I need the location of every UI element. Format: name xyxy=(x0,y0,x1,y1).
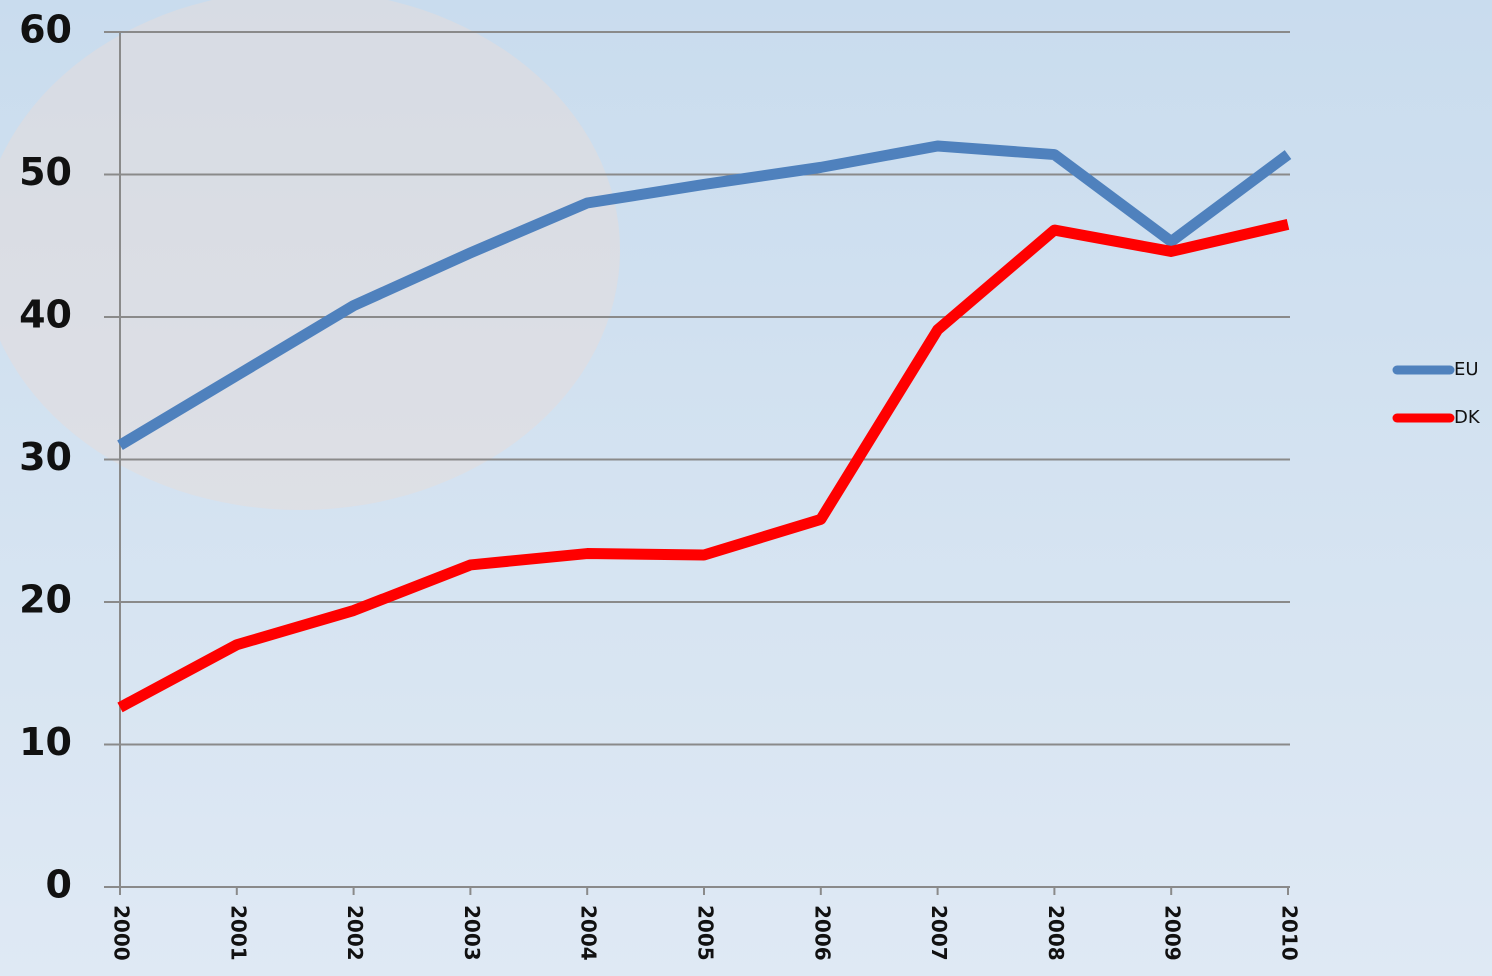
x-tick-label: 2000 xyxy=(110,905,134,961)
x-tick-label: 2008 xyxy=(1044,905,1068,961)
y-tick-label: 20 xyxy=(19,578,72,622)
y-tick-label: 60 xyxy=(19,8,72,52)
legend-label: DK xyxy=(1454,407,1481,428)
chart: 0 10 20 30 40 50 60 2000 2001 2002 2003 2004 2005 200… xyxy=(0,0,1492,976)
x-tick-label: 2006 xyxy=(810,905,834,961)
x-tick-label: 2007 xyxy=(927,905,951,961)
x-tick-label: 2002 xyxy=(343,905,367,961)
x-tick-label: 2001 xyxy=(226,905,250,961)
y-tick-label: 0 xyxy=(46,863,72,907)
x-tick-label: 2005 xyxy=(694,905,718,961)
x-tick-label: 2009 xyxy=(1161,905,1185,961)
x-tick-label: 2003 xyxy=(460,905,484,961)
x-tick-label: 2004 xyxy=(577,905,601,961)
x-tick-label: 2010 xyxy=(1278,905,1302,961)
y-tick-label: 50 xyxy=(19,150,72,194)
y-tick-label: 40 xyxy=(19,293,72,337)
y-tick-label: 30 xyxy=(19,435,72,479)
y-tick-label: 10 xyxy=(19,720,72,764)
legend-label: EU xyxy=(1454,359,1479,380)
